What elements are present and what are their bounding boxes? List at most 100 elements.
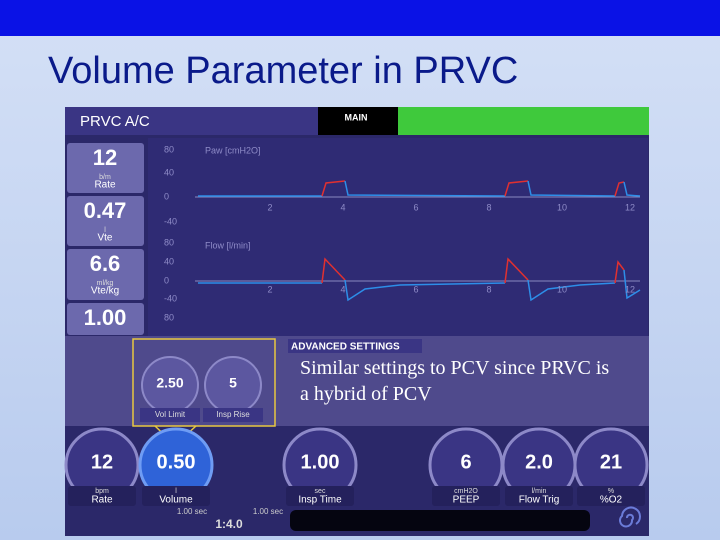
- x-tick-label: 4: [340, 202, 345, 212]
- message-box: [290, 510, 590, 531]
- knob-value[interactable]: 21: [600, 451, 622, 473]
- paw-wave-insp: [504, 180, 529, 197]
- y-tick-label: 80: [164, 144, 174, 154]
- monitor-label: Vte/kg: [91, 286, 119, 297]
- knob-label: Rate: [91, 495, 113, 506]
- knob-label: Vol Limit: [155, 410, 186, 419]
- knob-label: Volume: [159, 495, 193, 506]
- x-tick-label: 12: [625, 284, 635, 294]
- knob-value[interactable]: 6: [460, 451, 471, 473]
- graph-ticks: 80 40 0 -40 2 4 6 8 10 12 80 40 0 -40 80 2 4 6 8 10 12: [164, 144, 635, 322]
- monitor-box: [67, 196, 144, 246]
- knob-value[interactable]: 12: [91, 451, 113, 473]
- knob-label: Flow Trig: [519, 495, 560, 506]
- y-tick-label: -40: [164, 216, 177, 226]
- knob-label-bg: [68, 486, 136, 506]
- x-tick-label: 8: [486, 284, 491, 294]
- knob-label-bg: [577, 486, 645, 506]
- flow-wave-insp: [614, 260, 625, 284]
- y-tick-label: 40: [164, 167, 174, 177]
- x-tick-label: 6: [413, 202, 418, 212]
- monitor-unit: ml/kg: [97, 280, 114, 287]
- knob-label-bg: [286, 486, 354, 506]
- tab[interactable]: [318, 107, 398, 135]
- y-tick-label: -40: [164, 293, 177, 303]
- advanced-title-bg: [288, 339, 422, 353]
- x-tick-label: 12: [625, 202, 635, 212]
- monitor-label: Rate: [94, 180, 116, 191]
- insp-time: 1.00 sec: [177, 507, 207, 516]
- advanced-knobs: 2.50 Vol Limit 5 Insp Rise: [140, 356, 263, 422]
- y-tick-label: 80: [164, 312, 174, 322]
- knob-label: Insp Rise: [216, 410, 250, 419]
- y-tick-label: 0: [164, 275, 169, 285]
- ie-ratio: 1:4.0: [215, 517, 243, 531]
- knob-value[interactable]: 5: [229, 375, 237, 391]
- knob-label: Insp Time: [298, 495, 342, 506]
- monitor-value: 12: [93, 145, 117, 170]
- y-tick-label: 40: [164, 256, 174, 266]
- monitor-box: [67, 143, 144, 193]
- ventilator-screen: PRVC A/C MAIN 12b/mRate0.47lVte6.6ml/kgV…: [64, 107, 649, 536]
- top-bar: [0, 0, 720, 36]
- monitor-box: [67, 249, 144, 300]
- monitor-value: 0.47: [84, 198, 127, 223]
- exp-time: 1.00 sec: [253, 507, 283, 516]
- mode-bar: [65, 107, 318, 135]
- graph-label: Paw [cmH2O]: [205, 145, 261, 155]
- alarm-bar: [398, 107, 649, 135]
- slide-title: Volume Parameter in PRVC: [48, 50, 518, 92]
- y-tick-label: 80: [164, 237, 174, 247]
- graph-area: [148, 138, 648, 336]
- knob-value[interactable]: 2.50: [156, 375, 183, 391]
- knob-value[interactable]: 2.0: [525, 451, 553, 473]
- knob-label-bg: [203, 408, 263, 422]
- knob-label-bg: [142, 486, 210, 506]
- knob-unit: cmH2O: [454, 488, 478, 495]
- knob-unit: bpm: [95, 488, 109, 495]
- knob-label: %O2: [600, 495, 623, 506]
- callout-box: [132, 338, 276, 427]
- knob-unit: l: [175, 488, 177, 495]
- x-tick-label: 6: [413, 284, 418, 294]
- monitor-unit: b/m: [99, 174, 111, 181]
- y-tick-label: 0: [164, 191, 169, 201]
- x-tick-label: 10: [557, 202, 567, 212]
- monitor-label: Vte: [97, 233, 112, 244]
- x-tick-label: 8: [486, 202, 491, 212]
- knob-unit: l/min: [532, 488, 547, 495]
- paw-wave: [344, 180, 506, 197]
- flow-wave-insp: [321, 257, 346, 284]
- paw-wave-insp: [614, 181, 625, 197]
- flow-wave: [344, 279, 506, 302]
- knob-label-bg: [432, 486, 500, 506]
- tab-label[interactable]: MAIN: [345, 112, 368, 122]
- knob-unit: %: [608, 488, 614, 495]
- x-tick-label: 2: [267, 202, 272, 212]
- knob-label-bg: [140, 408, 200, 422]
- advanced-title: ADVANCED SETTINGS: [291, 342, 400, 353]
- knob-label: PEEP: [453, 495, 480, 506]
- monitor-unit: l: [104, 227, 106, 234]
- flow-wave: [623, 269, 641, 300]
- flow-wave: [527, 279, 616, 302]
- x-tick-label: 2: [267, 284, 272, 294]
- logo: [619, 506, 641, 528]
- monitor-value: 1.00: [84, 305, 127, 330]
- knob-value[interactable]: 1.00: [301, 451, 340, 473]
- paw-wave: [527, 180, 616, 197]
- monitor-value: 6.6: [90, 251, 121, 276]
- graph-label: Flow [l/min]: [205, 240, 251, 250]
- paw-wave-insp: [321, 180, 346, 197]
- monitor-box: [67, 303, 144, 335]
- paw-wave: [623, 181, 641, 197]
- knob-unit: sec: [315, 488, 326, 495]
- flow-wave-insp: [504, 257, 529, 284]
- x-tick-label: 10: [557, 284, 567, 294]
- x-tick-label: 4: [340, 284, 345, 294]
- knob-value[interactable]: 0.50: [157, 451, 196, 473]
- knob-label-bg: [505, 486, 573, 506]
- callout: Similar settings to PCV since PRVC is a …: [300, 357, 610, 405]
